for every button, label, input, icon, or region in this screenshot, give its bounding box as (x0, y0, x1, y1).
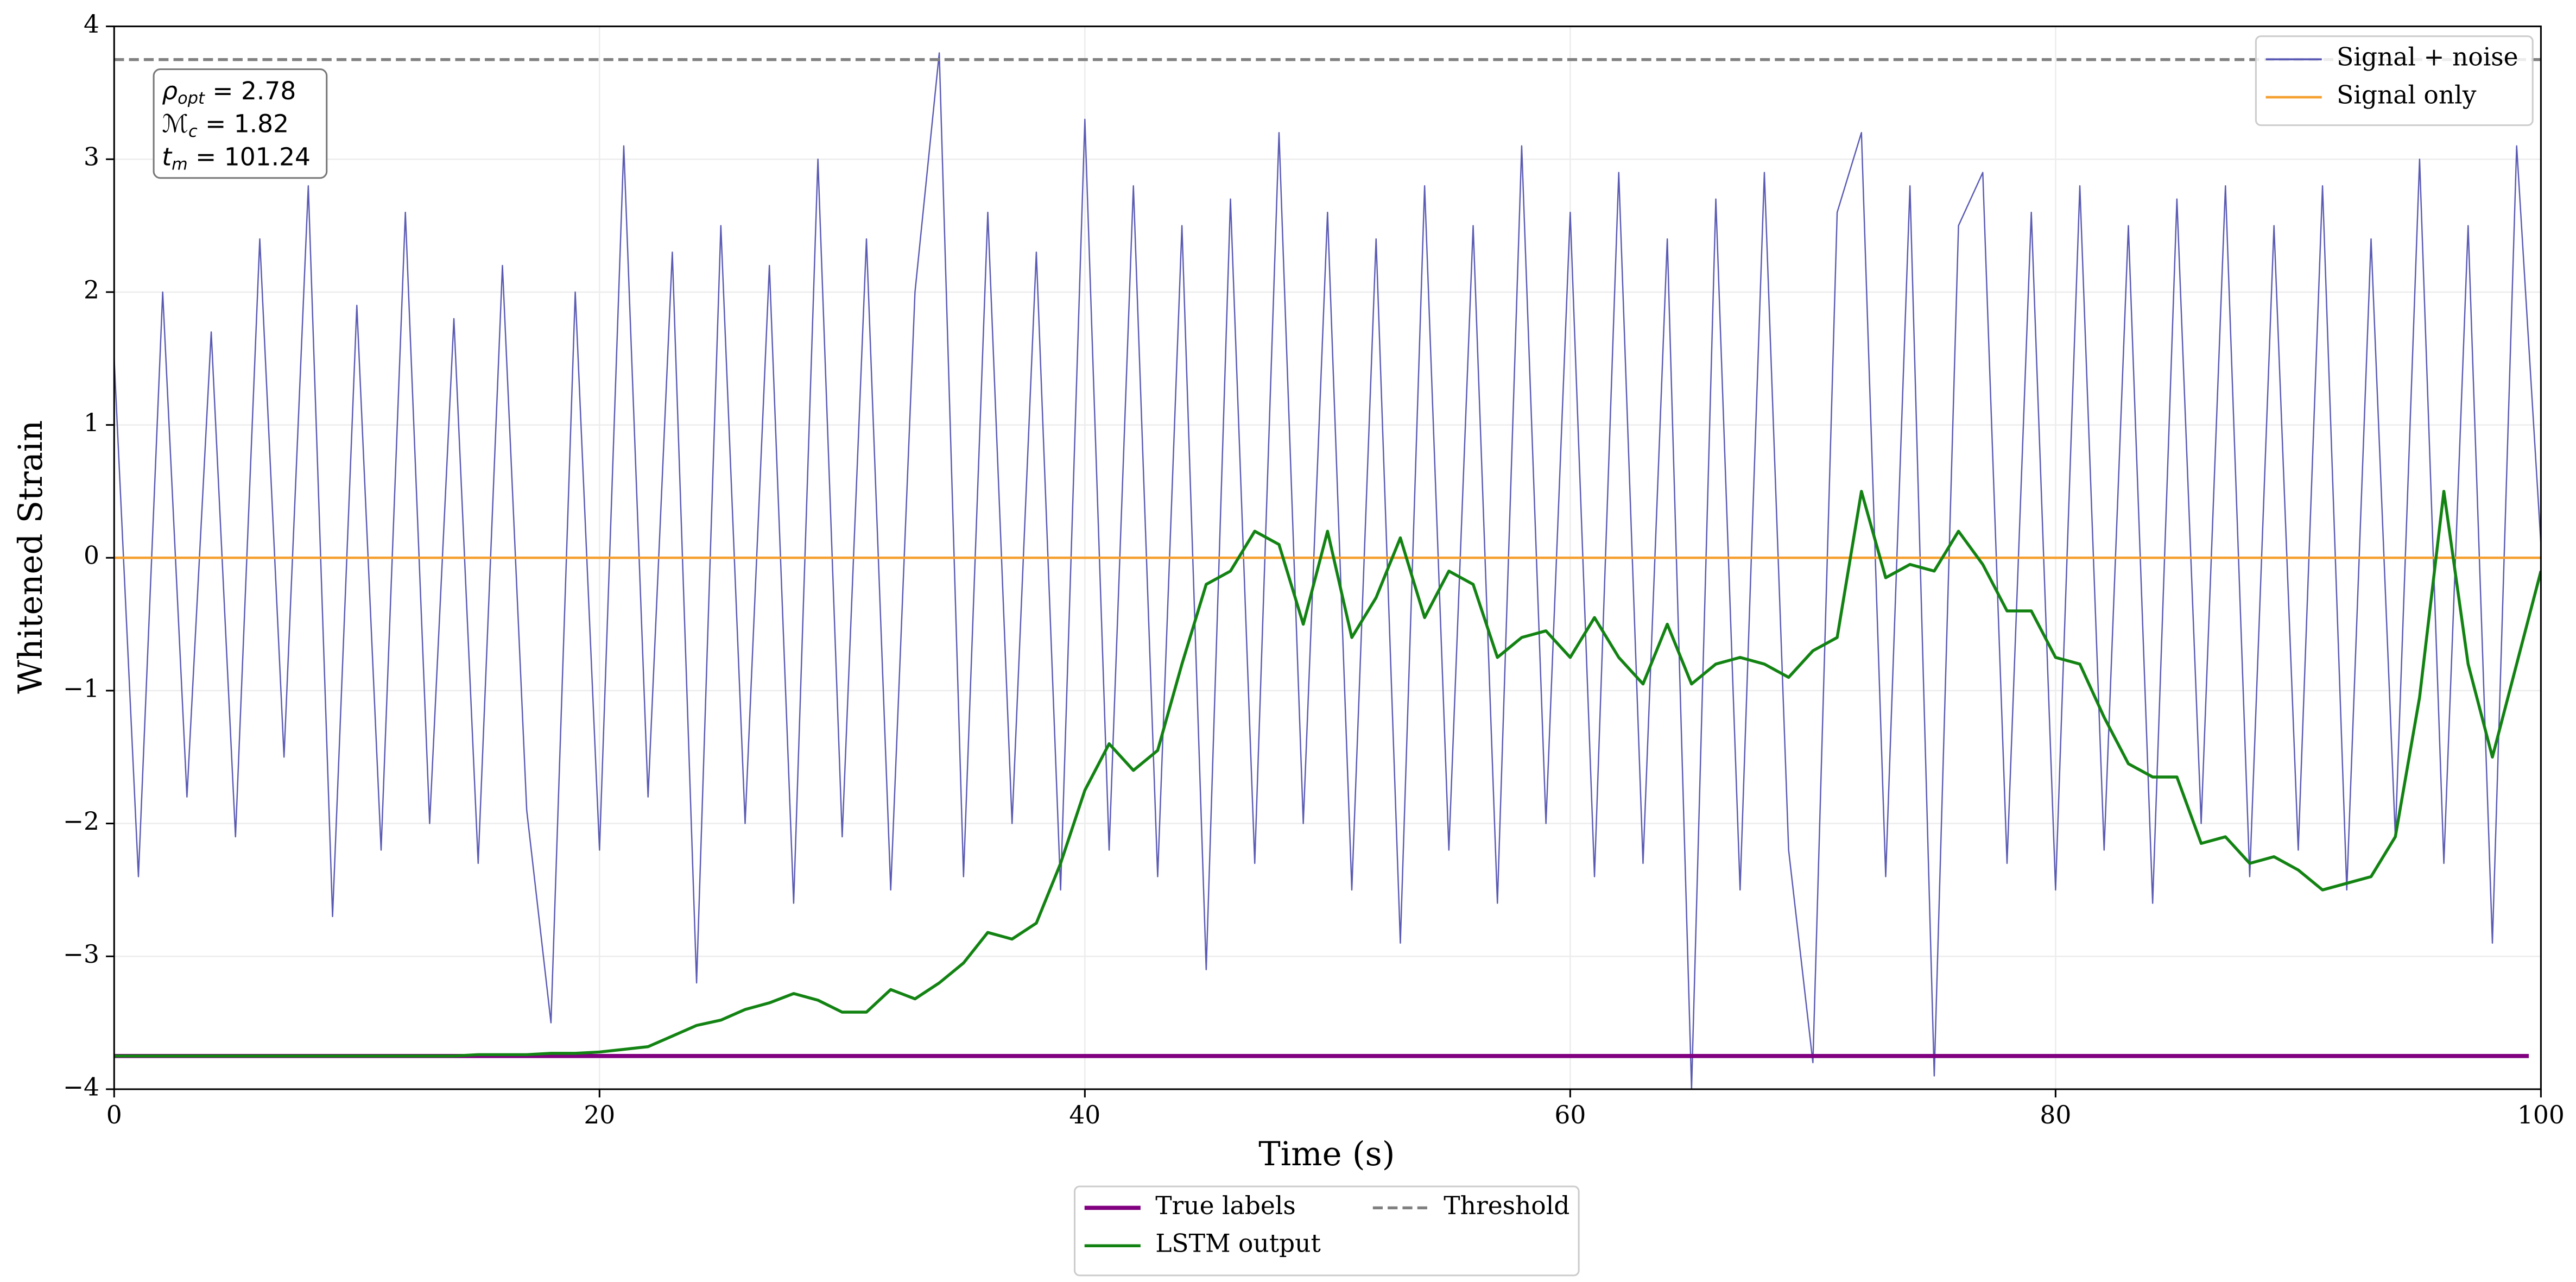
annotation-sub: m (172, 155, 188, 174)
y-tick-label: 2 (84, 275, 99, 304)
y-tick-label: −1 (63, 674, 99, 703)
x-axis-label: Time (s) (1258, 1135, 1395, 1173)
annotation: ℳc = 1.82 (162, 109, 289, 141)
legend-label: Signal only (2337, 81, 2477, 110)
legend: Signal + noise Signal only (2255, 35, 2534, 127)
legend: True labels LSTM output Threshold (1073, 1185, 1580, 1277)
annotation-symbol: t (162, 142, 173, 171)
annotation-sub: opt (178, 89, 205, 108)
legend-label: True labels (1155, 1191, 1296, 1220)
plot-frame (113, 26, 2542, 1090)
y-axis-label: Whitened Strain (12, 420, 50, 694)
y-tick-label: 3 (84, 143, 99, 172)
x-tick-label: 0 (106, 1101, 122, 1129)
annotation-symbol: ρ (162, 76, 178, 105)
annotation-text: = 2.78 (205, 76, 296, 105)
annotation: ρopt = 2.78 (162, 76, 296, 108)
annotation-sub: c (188, 122, 198, 141)
legend-frame (1073, 1185, 1580, 1277)
series-line (114, 490, 2541, 1058)
y-tick-label: −4 (63, 1072, 99, 1101)
annotation-text: = 101.24 (188, 142, 311, 171)
x-tick-label: 100 (2517, 1101, 2565, 1129)
annotation-symbol: ℳ (162, 109, 188, 138)
y-tick-label: −3 (63, 940, 99, 969)
annotation-text: = 1.82 (198, 109, 289, 138)
annotation-frame (153, 68, 328, 179)
series-line (114, 52, 2541, 1089)
x-tick-label: 40 (1069, 1101, 1100, 1129)
x-tick-label: 80 (2040, 1101, 2071, 1129)
y-tick-label: 0 (84, 541, 99, 570)
x-tick-label: 20 (584, 1101, 615, 1129)
y-tick-label: −2 (63, 807, 99, 836)
legend-frame (2255, 35, 2534, 127)
legend-label: Signal + noise (2337, 43, 2518, 72)
y-tick-label: 4 (84, 10, 99, 39)
legend-label: LSTM output (1155, 1229, 1321, 1258)
y-tick-label: 1 (84, 408, 99, 437)
x-tick-label: 60 (1554, 1101, 1586, 1129)
annotation: tm = 101.24 (162, 142, 311, 174)
legend-label: Threshold (1444, 1191, 1569, 1220)
